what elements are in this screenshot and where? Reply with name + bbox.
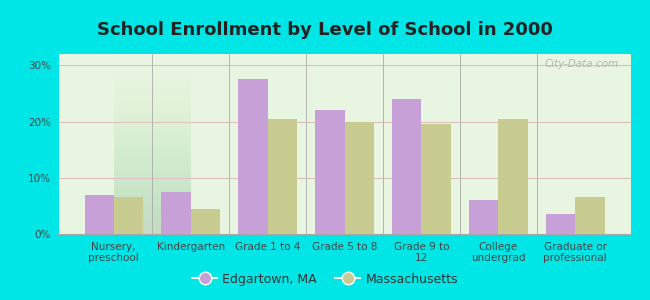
Bar (392, 99, 421, 234)
Bar (575, 197, 604, 234)
Bar (161, 192, 190, 234)
Legend: Edgartown, MA, Massachusetts: Edgartown, MA, Massachusetts (187, 268, 463, 291)
Bar (469, 200, 499, 234)
Bar (268, 119, 297, 234)
Bar (315, 110, 344, 234)
Text: City-Data.com: City-Data.com (545, 59, 619, 69)
Bar (239, 79, 268, 234)
Text: School Enrollment by Level of School in 2000: School Enrollment by Level of School in … (97, 21, 553, 39)
Bar (421, 124, 450, 234)
Bar (190, 209, 220, 234)
Bar (344, 122, 374, 234)
Bar (546, 214, 575, 234)
Bar (84, 195, 114, 234)
Bar (114, 197, 143, 234)
Bar (499, 119, 528, 234)
